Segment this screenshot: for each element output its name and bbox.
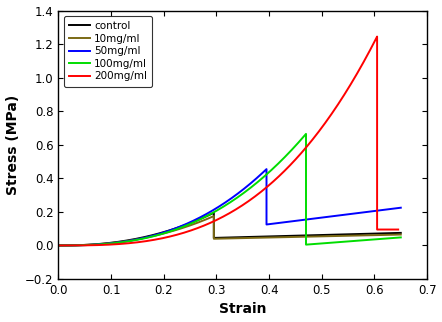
50mg/ml (56, 243, 61, 247)
100mg/ml (229, 199, 235, 203)
100mg/ml (241, 191, 246, 195)
control (165, 229, 170, 233)
50mg/ml (264, 167, 269, 171)
50mg/ml (72, 243, 77, 247)
10mg/ml (398, 232, 404, 236)
200mg/ml (80, 243, 86, 247)
X-axis label: Strain: Strain (219, 302, 267, 317)
control (211, 211, 217, 215)
Line: control: control (58, 213, 401, 245)
control (99, 242, 104, 246)
200mg/ml (56, 243, 61, 247)
200mg/ml (216, 217, 221, 221)
10mg/ml (110, 241, 116, 245)
100mg/ml (75, 243, 80, 247)
200mg/ml (145, 239, 150, 243)
Y-axis label: Stress (MPa): Stress (MPa) (6, 95, 19, 195)
200mg/ml (396, 228, 401, 232)
10mg/ml (134, 237, 139, 241)
Legend: control, 10mg/ml, 50mg/ml, 100mg/ml, 200mg/ml: control, 10mg/ml, 50mg/ml, 100mg/ml, 200… (64, 16, 152, 87)
50mg/ml (160, 231, 166, 234)
control (110, 241, 116, 244)
200mg/ml (294, 156, 299, 160)
10mg/ml (99, 242, 104, 246)
100mg/ml (56, 243, 61, 247)
200mg/ml (374, 35, 380, 39)
100mg/ml (303, 132, 309, 136)
10mg/ml (172, 229, 177, 232)
50mg/ml (129, 239, 134, 242)
50mg/ml (211, 208, 217, 212)
100mg/ml (125, 240, 130, 243)
Line: 100mg/ml: 100mg/ml (58, 134, 401, 245)
control (68, 243, 73, 247)
50mg/ml (114, 241, 119, 245)
100mg/ml (143, 236, 148, 240)
Line: 200mg/ml: 200mg/ml (58, 37, 398, 245)
10mg/ml (211, 214, 217, 218)
Line: 50mg/ml: 50mg/ml (58, 169, 401, 245)
100mg/ml (180, 225, 186, 229)
50mg/ml (202, 213, 207, 217)
200mg/ml (168, 234, 173, 238)
100mg/ml (398, 235, 404, 239)
10mg/ml (165, 231, 170, 234)
control (172, 227, 177, 231)
10mg/ml (56, 243, 61, 247)
10mg/ml (68, 243, 73, 247)
control (398, 231, 404, 235)
Line: 10mg/ml: 10mg/ml (58, 216, 401, 245)
50mg/ml (398, 206, 404, 210)
control (134, 237, 139, 241)
control (56, 243, 61, 247)
200mg/ml (279, 171, 285, 175)
